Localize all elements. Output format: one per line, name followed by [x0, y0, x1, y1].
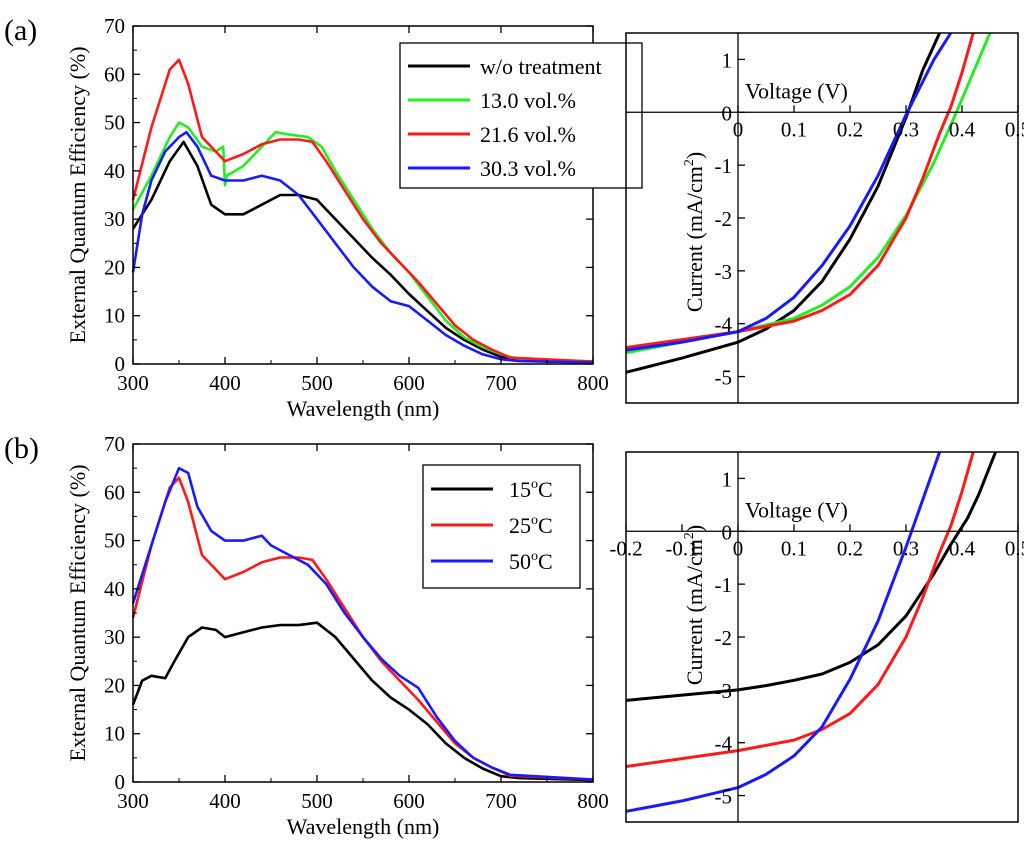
y-tick-label: 0: [722, 520, 733, 544]
eqe-series-1: [131, 121, 594, 363]
x-tick-label: 0: [733, 536, 744, 560]
y-tick-label: -4: [715, 732, 733, 756]
y-tick-label: -5: [715, 366, 733, 390]
x-tick-label: 0.3: [893, 536, 919, 560]
jv-series-3: [626, 33, 953, 352]
y-axis-label: Current (mA/cm2): [682, 525, 707, 685]
legend-label-0: 15oC: [509, 477, 553, 502]
y-tick-label: 40: [104, 577, 125, 601]
y-axis-label: External Quantum Efficiency (%): [65, 46, 90, 343]
plot-frame: [625, 32, 1019, 404]
y-tick-label: 1: [722, 48, 733, 72]
x-tick-label: 0.4: [949, 536, 976, 560]
y-tick-label: 0: [115, 352, 126, 376]
panel-a-label: (a): [4, 14, 37, 47]
legend-label-2: 21.6 vol.%: [480, 122, 576, 147]
plot-frame: [625, 451, 1019, 823]
x-tick-label: 500: [301, 371, 333, 395]
x-tick-label: 0.2: [837, 117, 863, 141]
y-tick-label: 20: [104, 673, 125, 697]
y-tick-label: -5: [715, 785, 733, 809]
y-tick-label: -1: [715, 154, 733, 178]
y-tick-label: 50: [104, 529, 125, 553]
eqe-chart-b: 300 400 500 600 700 800 0 10 20 30 40 50 60 70 Wavelen…: [65, 432, 609, 839]
y-tick-label: -1: [715, 573, 733, 597]
y-tick-label: 60: [104, 480, 125, 504]
y-tick-label: -3: [715, 679, 733, 703]
x-tick-label: 800: [577, 371, 609, 395]
y-tick-label: 0: [115, 770, 126, 794]
y-tick-label: 0: [722, 101, 733, 125]
jv-series-group: [626, 33, 992, 374]
x-tick-label: 0.4: [949, 117, 976, 141]
legend-label-1: 25oC: [509, 513, 553, 538]
y-axis-label: External Quantum Efficiency (%): [65, 464, 90, 761]
y-tick-label: -3: [715, 260, 733, 284]
eqe-series-1: [131, 476, 594, 781]
y-tick-label: 70: [104, 432, 125, 456]
x-tick-label: 600: [393, 371, 425, 395]
x-axis-label: Voltage (V): [745, 497, 848, 522]
x-tick-label: 300: [117, 789, 149, 813]
eqe-series-2: [131, 466, 594, 781]
x-tick-label: 500: [301, 789, 333, 813]
eqe-series-0: [131, 621, 594, 782]
x-tick-label: -0.2: [609, 536, 642, 560]
y-axis-label: Current (mA/cm2): [682, 152, 707, 312]
eqe-series-0: [131, 140, 594, 363]
y-tick-label: 40: [104, 159, 125, 183]
x-tick-label: 700: [485, 789, 517, 813]
x-tick-label: 800: [577, 789, 609, 813]
eqe-series-2: [131, 58, 594, 363]
legend-label-0: w/o treatment: [480, 54, 602, 79]
x-tick-label: 0.1: [781, 536, 807, 560]
x-tick-label: 0.5: [1005, 536, 1024, 560]
y-tick-label: 1: [722, 467, 733, 491]
y-tick-label: 70: [104, 14, 125, 38]
x-tick-label: 0.3: [893, 117, 919, 141]
jv-chart-b: -0.2-0.100.10.20.30.40.5-5-4-3-2-101Volt…: [609, 451, 1024, 823]
y-tick-label: 10: [104, 722, 125, 746]
y-tick-label: -2: [715, 207, 733, 231]
y-tick-label: -4: [715, 313, 733, 337]
y-tick-label: 60: [104, 62, 125, 86]
x-axis-label: Voltage (V): [745, 78, 848, 103]
x-axis-label: Wavelength (nm): [287, 396, 440, 421]
legend-label-2: 50oC: [509, 549, 553, 574]
x-axis-label: Wavelength (nm): [287, 814, 440, 839]
x-tick-label: 0.1: [781, 117, 807, 141]
y-tick-label: 50: [104, 111, 125, 135]
x-tick-label: 400: [209, 371, 241, 395]
y-tick-label: 30: [104, 207, 125, 231]
x-tick-label: 600: [393, 789, 425, 813]
y-tick-label: 30: [104, 625, 125, 649]
legend: w/o treatment 13.0 vol.% 21.6 vol.% 30.3 vo…: [399, 42, 643, 189]
eqe-chart-a: 300 400 500 600 700 800 0 10 20 30 40 50 60 70 Wavelen…: [65, 14, 643, 421]
x-tick-label: 300: [117, 371, 149, 395]
x-tick-label: 0: [733, 117, 744, 141]
x-tick-label: -0.1: [665, 536, 698, 560]
x-tick-label: 700: [485, 371, 517, 395]
panel-b-label: (b): [4, 432, 39, 465]
x-tick-label: 0.5: [1005, 117, 1024, 141]
y-tick-label: 10: [104, 304, 125, 328]
legend-label-1: 13.0 vol.%: [480, 88, 576, 113]
y-tick-label: -2: [715, 626, 733, 650]
eqe-series-3: [131, 130, 594, 364]
legend: 15oC 25oC 50oC: [422, 464, 581, 589]
x-tick-label: 0.2: [837, 536, 863, 560]
x-tick-label: 400: [209, 789, 241, 813]
legend-label-3: 30.3 vol.%: [480, 156, 576, 181]
y-tick-label: 20: [104, 255, 125, 279]
